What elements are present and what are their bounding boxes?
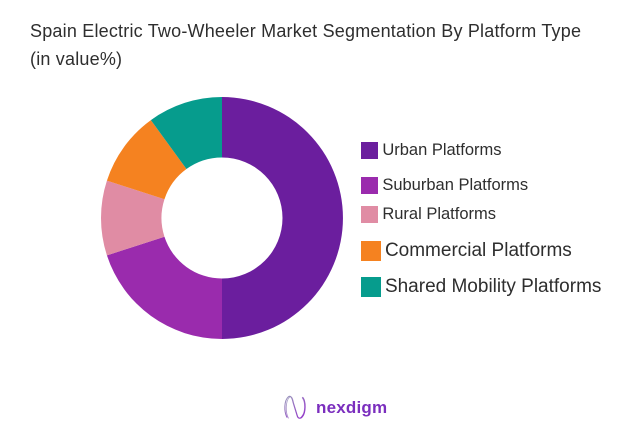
legend-swatch	[361, 176, 379, 195]
nexdigm-logo-icon	[284, 395, 306, 419]
legend-label: Shared Mobility Platforms	[384, 276, 602, 297]
chart-title: Spain Electric Two-Wheeler Market Segmen…	[30, 21, 582, 69]
legend-swatch	[361, 241, 381, 261]
donut-slice-suburban-platforms	[106, 236, 222, 339]
donut-chart-svg	[100, 97, 343, 339]
legend-item: Rural Platforms	[361, 205, 496, 224]
brand-name: nexdigm	[316, 397, 388, 417]
legend-item: Commercial Platforms	[361, 240, 572, 262]
legend-item: Shared Mobility Platforms	[361, 276, 601, 298]
legend-swatch	[361, 277, 381, 297]
legend-label: Commercial Platforms	[384, 240, 572, 261]
legend-label: Urban Platforms	[382, 141, 502, 159]
donut-slice-commercial-platforms	[106, 120, 187, 200]
donut-slice-urban-platforms	[222, 97, 343, 339]
donut-chart	[100, 96, 344, 340]
legend-swatch	[361, 205, 379, 224]
legend-item: Urban Platforms	[361, 141, 502, 160]
legend-label: Rural Platforms	[382, 205, 497, 223]
legend-item: Suburban Platforms	[361, 176, 528, 195]
legend-swatch	[361, 141, 379, 160]
donut-slice-rural-platforms	[100, 180, 165, 256]
legend-label: Suburban Platforms	[382, 176, 529, 194]
brand-logo: nexdigm	[283, 393, 387, 422]
donut-slice-shared-mobility-platforms	[150, 97, 222, 170]
